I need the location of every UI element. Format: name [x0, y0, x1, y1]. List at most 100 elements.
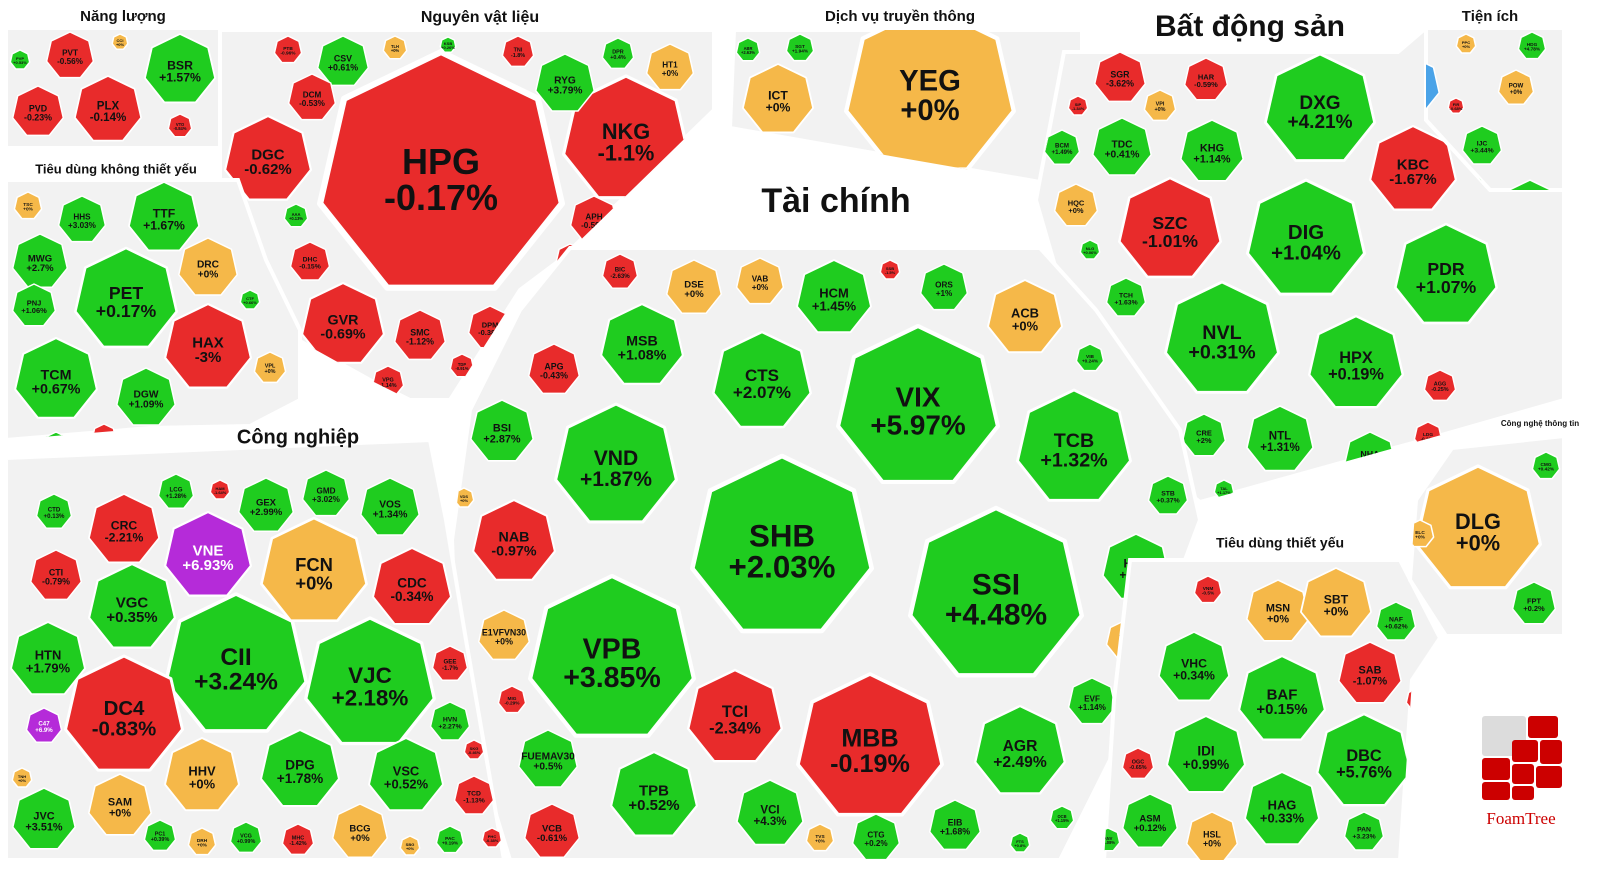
- stock-cell-cre[interactable]: CRE+2%: [1181, 413, 1227, 457]
- stock-cell-dxg[interactable]: DXG+4.21%: [1264, 52, 1376, 162]
- stock-cell-tnh[interactable]: TNH+0%: [11, 767, 33, 788]
- stock-cell-ijc[interactable]: IJC+3.44%: [1461, 125, 1503, 165]
- stock-cell-khg[interactable]: KHG+1.14%: [1180, 119, 1244, 182]
- stock-cell-ptb[interactable]: PTB-0.96%: [273, 35, 303, 64]
- stock-cell-fts[interactable]: FTS+0.8%: [1009, 832, 1031, 853]
- stock-cell-dcm[interactable]: DCM-0.53%: [287, 73, 337, 121]
- stock-cell-tlh[interactable]: TLH+0%: [382, 35, 408, 60]
- stock-cell-cii[interactable]: CII+3.24%: [164, 592, 309, 733]
- stock-cell-kbc[interactable]: KBC-1.67%: [1368, 124, 1458, 211]
- stock-cell-dgc[interactable]: DGC-0.62%: [224, 114, 312, 201]
- stock-cell-mbb[interactable]: MBB-0.19%: [796, 672, 944, 817]
- stock-cell-ntl[interactable]: NTL+1.31%: [1246, 405, 1314, 472]
- stock-cell-ham[interactable]: HAM-1.64%: [209, 479, 231, 500]
- stock-cell-hhs[interactable]: HHS+3.03%: [57, 195, 107, 243]
- stock-cell-hhv[interactable]: HHV+0%: [164, 737, 240, 812]
- stock-cell-htn[interactable]: HTN+1.79%: [10, 621, 86, 696]
- stock-cell-gee[interactable]: GEE-1.7%: [431, 645, 469, 681]
- stock-cell-vsc[interactable]: VSC+0.52%: [368, 737, 444, 812]
- stock-cell-ctg[interactable]: CTG+0.2%: [851, 813, 901, 860]
- stock-cell-drh[interactable]: DRH+0%: [187, 827, 217, 856]
- stock-cell-tdc[interactable]: TDC+0.41%: [1092, 117, 1152, 176]
- stock-cell-ctd[interactable]: CTD+0.13%: [35, 493, 73, 529]
- stock-cell-gex[interactable]: GEX+2.99%: [237, 477, 295, 532]
- stock-cell-vnd[interactable]: VND+1.87%: [554, 402, 678, 524]
- stock-cell-dpg[interactable]: DPG+1.78%: [260, 729, 340, 807]
- stock-cell-sab[interactable]: SAB-1.07%: [1338, 641, 1402, 704]
- stock-cell-dse[interactable]: DSE+0%: [665, 259, 723, 314]
- stock-cell-vcg[interactable]: VCG+0.99%: [229, 821, 263, 854]
- stock-cell-cti[interactable]: CTI-0.79%: [29, 549, 83, 601]
- stock-cell-sgt[interactable]: SGT+1.94%: [785, 33, 815, 62]
- stock-cell-pvp[interactable]: PVP+0.53%: [9, 49, 31, 70]
- stock-cell-naf[interactable]: NAF+0.62%: [1375, 601, 1417, 641]
- stock-cell-crc[interactable]: CRC-2.21%: [88, 493, 161, 564]
- stock-cell-vne[interactable]: VNE+6.93%: [164, 510, 252, 597]
- stock-cell-pac[interactable]: PAC+0.19%: [435, 825, 465, 854]
- stock-cell-vto[interactable]: VTO-0.84%: [167, 113, 193, 138]
- stock-cell-csv[interactable]: CSV+0.61%: [316, 35, 370, 87]
- stock-cell-shb[interactable]: SHB+2.03%: [689, 453, 875, 634]
- stock-cell-har[interactable]: HAR-0.59%: [1183, 57, 1229, 101]
- stock-cell-sbt[interactable]: SBT+0%: [1300, 567, 1372, 638]
- stock-cell-szc[interactable]: SZC-1.01%: [1118, 176, 1222, 279]
- stock-cell-skg[interactable]: SKG-0.46%: [463, 739, 485, 760]
- stock-cell-tci[interactable]: TCI-2.34%: [687, 668, 783, 763]
- stock-cell-vci[interactable]: VCI+4.3%: [736, 779, 804, 846]
- stock-cell-pvt[interactable]: PVT-0.56%: [45, 31, 95, 79]
- stock-cell-ttf[interactable]: TTF+1.67%: [127, 181, 201, 252]
- stock-cell-drc[interactable]: DRC+0%: [178, 237, 238, 296]
- stock-cell-yeg[interactable]: YEG+0%: [844, 6, 1016, 172]
- stock-cell-gmd[interactable]: GMD+3.02%: [301, 469, 351, 517]
- stock-cell-tni[interactable]: TNI-1.8%: [501, 35, 535, 68]
- stock-cell-nlg[interactable]: NLG+0.06%: [1079, 239, 1101, 260]
- stock-cell-fir[interactable]: FIR-0.68%: [1447, 97, 1465, 114]
- stock-cell-cts[interactable]: CTS+2.07%: [712, 330, 812, 429]
- stock-cell-pet[interactable]: PET+0.17%: [74, 246, 178, 349]
- stock-cell-evf[interactable]: EVF+1.14%: [1067, 677, 1117, 725]
- stock-cell-stb[interactable]: STB+0.37%: [1147, 475, 1189, 515]
- stock-cell-hdg[interactable]: HDG+4.78%: [1517, 31, 1547, 60]
- stock-cell-mwg[interactable]: MWG+2.7%: [11, 233, 69, 288]
- stock-cell-sgr[interactable]: SGR-3.62%: [1093, 51, 1147, 103]
- stock-cell-fpt[interactable]: FPT+0.2%: [1511, 581, 1557, 625]
- stock-cell-bcm[interactable]: BCM+1.49%: [1043, 129, 1081, 165]
- stock-cell-vib[interactable]: VIB+0.24%: [1075, 343, 1105, 372]
- stock-cell-fcn[interactable]: FCN+0%: [260, 516, 368, 623]
- stock-cell-dpr[interactable]: DPR+0.4%: [601, 37, 635, 70]
- stock-cell-fuemav30[interactable]: FUEMAV30+0.5%: [518, 729, 578, 788]
- stock-cell-tsc[interactable]: TSC+0%: [13, 191, 43, 220]
- stock-cell-tch[interactable]: TCH+1.63%: [1105, 277, 1147, 317]
- stock-cell-ht1[interactable]: HT1+0%: [645, 43, 695, 91]
- stock-cell-pow[interactable]: POW+0%: [1497, 69, 1535, 105]
- stock-cell-vds[interactable]: VDS+0%: [453, 487, 475, 508]
- stock-cell-acb[interactable]: ACB+0%: [987, 279, 1063, 354]
- stock-cell-c47[interactable]: C47+6.9%: [25, 707, 63, 743]
- stock-cell-msb[interactable]: MSB+1.08%: [600, 302, 684, 385]
- stock-cell-vpi[interactable]: VPI+0%: [1143, 89, 1177, 122]
- stock-cell-mhc[interactable]: MHC-1.42%: [281, 823, 315, 856]
- stock-cell-aaa[interactable]: AAA+0.13%: [283, 203, 309, 228]
- stock-cell-apg[interactable]: APG-0.43%: [527, 343, 581, 395]
- stock-cell-bsi[interactable]: BSI+2.87%: [469, 399, 535, 462]
- stock-cell-hsl[interactable]: HSL+0%: [1185, 811, 1239, 861]
- stock-cell-plx[interactable]: PLX-0.14%: [74, 75, 142, 142]
- stock-cell-vpb[interactable]: VPB+3.85%: [527, 573, 697, 738]
- stock-cell-pnj[interactable]: PNJ+1.06%: [11, 283, 57, 327]
- stock-cell-lcg[interactable]: LCG+1.28%: [157, 473, 195, 509]
- stock-cell-hqc[interactable]: HQC+0%: [1053, 183, 1099, 227]
- stock-cell-vjc[interactable]: VJC+2.18%: [304, 616, 436, 746]
- stock-cell-gvr[interactable]: GVR-0.69%: [301, 281, 385, 364]
- stock-cell-nab[interactable]: NAB-0.97%: [472, 498, 556, 581]
- stock-cell-baf[interactable]: BAF+0.15%: [1237, 654, 1327, 741]
- stock-cell-e1vfvn30[interactable]: E1VFVN30+0%: [477, 609, 531, 661]
- stock-cell-pdr[interactable]: PDR+1.07%: [1394, 222, 1498, 325]
- stock-cell-tvs[interactable]: TVS+0%: [805, 823, 835, 852]
- stock-cell-idi[interactable]: IDI+0.99%: [1166, 715, 1246, 793]
- stock-cell-bsr[interactable]: BSR+1.57%: [143, 33, 217, 104]
- stock-cell-sbg[interactable]: SBG+0%: [399, 835, 421, 856]
- stock-cell-vix[interactable]: VIX+5.97%: [836, 323, 1000, 484]
- stock-cell-hpx[interactable]: HPX+0.19%: [1307, 314, 1405, 409]
- stock-cell-smc[interactable]: SMC-1.12%: [393, 309, 447, 361]
- stock-cell-hag[interactable]: HAG+0.33%: [1244, 771, 1320, 846]
